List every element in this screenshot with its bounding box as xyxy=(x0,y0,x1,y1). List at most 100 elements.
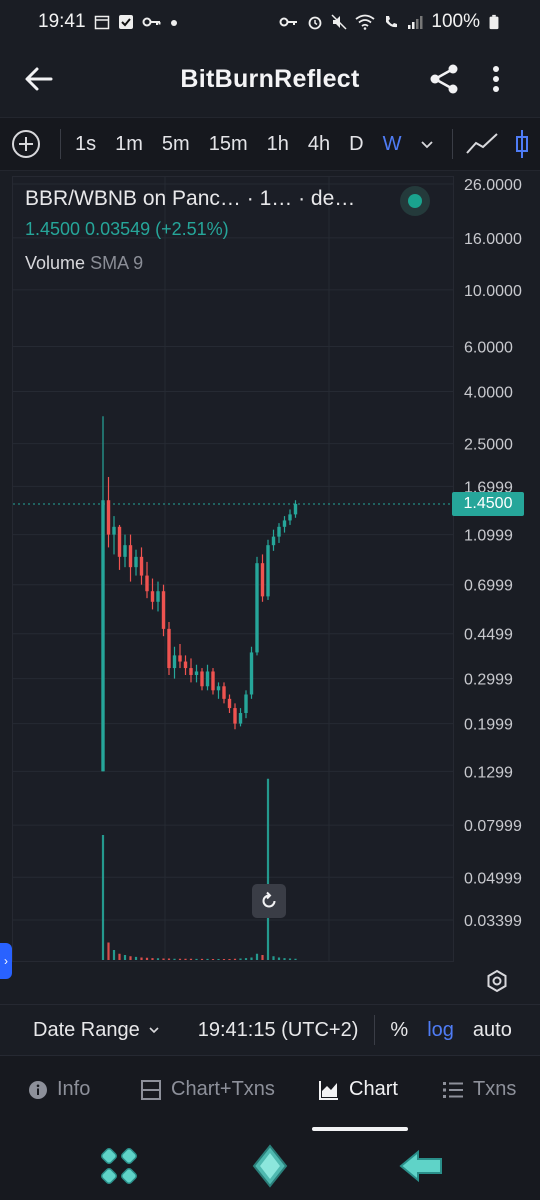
volume-bar xyxy=(151,958,154,960)
notification-dot-icon xyxy=(170,20,177,26)
log-scale-toggle[interactable]: log xyxy=(427,1018,454,1041)
price-tick-label: 2.5000 xyxy=(464,437,513,454)
live-status-icon xyxy=(400,186,430,216)
timeframe-15m[interactable]: 15m xyxy=(208,132,248,155)
line-chart-type-icon[interactable] xyxy=(465,131,499,157)
timeframe-1s[interactable]: 1s xyxy=(75,132,97,155)
candle-body xyxy=(112,526,116,535)
price-chart[interactable]: 26.0000 16.0000 10.0000 6.0000 4.0000 2.5000 1… xyxy=(0,176,540,962)
nav-active-indicator xyxy=(312,1127,408,1131)
back-arrow-icon[interactable] xyxy=(22,62,56,96)
nav-chart-txns[interactable]: Chart+Txns xyxy=(140,1078,275,1101)
price-tick-label: 0.07999 xyxy=(464,818,522,835)
more-vert-icon[interactable] xyxy=(482,62,510,96)
nav-info[interactable]: Info xyxy=(28,1078,90,1101)
signal-icon xyxy=(408,16,423,29)
volume-bar xyxy=(173,958,176,960)
price-tick-label: 0.04999 xyxy=(464,870,522,887)
volume-bar xyxy=(195,958,198,960)
candle-body xyxy=(211,671,215,691)
back-nav-icon[interactable] xyxy=(398,1144,444,1188)
volume-bar xyxy=(206,958,209,960)
candle-body xyxy=(156,591,160,602)
reset-chart-button[interactable] xyxy=(252,884,286,918)
volume-bar xyxy=(107,942,110,960)
timeframe-w[interactable]: W xyxy=(382,132,402,155)
chart-pane[interactable] xyxy=(12,176,454,962)
recent-apps-icon[interactable] xyxy=(98,1144,140,1188)
candle-body xyxy=(194,671,199,675)
timeframe-4h[interactable]: 4h xyxy=(307,132,331,155)
nav-chart-txns-label: Chart+Txns xyxy=(171,1078,275,1100)
alarm-icon xyxy=(308,16,322,30)
candle-body xyxy=(139,556,144,576)
info-icon xyxy=(29,1080,47,1099)
candle-body xyxy=(123,545,127,557)
timezone-clock[interactable]: 19:41:15 (UTC+2) xyxy=(197,1018,359,1041)
settings-icon[interactable] xyxy=(484,968,510,994)
volume-bar xyxy=(129,956,132,960)
candle-chart-type-icon[interactable] xyxy=(515,129,529,159)
nav-chart-label: Chart xyxy=(349,1078,398,1100)
candle-body xyxy=(266,545,270,597)
chart-toolbar: 1s 1m 5m 15m 1h 4h D W xyxy=(0,117,540,171)
volume-bar xyxy=(283,958,286,960)
volume-bar xyxy=(101,835,105,960)
volume-bar xyxy=(156,958,160,960)
volume-bar xyxy=(178,958,182,960)
candle-body xyxy=(277,526,281,537)
volume-bar xyxy=(118,953,121,960)
price-tick-label: 16.0000 xyxy=(464,231,522,248)
candle-body xyxy=(216,686,221,691)
price-axis[interactable] xyxy=(454,176,540,962)
candle-body xyxy=(101,500,105,772)
volume-bar xyxy=(233,958,237,960)
price-tick-label: 0.1999 xyxy=(464,717,513,734)
candle-body xyxy=(172,655,177,669)
candle-body xyxy=(117,526,122,557)
price-tick-label: 1.0999 xyxy=(464,528,513,545)
timeframe-1h[interactable]: 1h xyxy=(266,132,289,155)
timeframe-1m[interactable]: 1m xyxy=(115,132,143,155)
add-indicator-icon[interactable] xyxy=(12,130,40,158)
timeframe-d[interactable]: D xyxy=(349,132,364,155)
volume-bar xyxy=(200,958,204,960)
candle-body xyxy=(233,708,237,724)
chart-controls: Date Range 19:41:15 (UTC+2) % log auto xyxy=(0,1004,540,1056)
candle-body xyxy=(183,661,188,669)
nav-txns[interactable]: Txns xyxy=(442,1078,516,1101)
sma-label: SMA 9 xyxy=(90,253,144,273)
auto-scale-toggle[interactable]: auto xyxy=(472,1018,512,1041)
price-tick-label: 0.6999 xyxy=(464,578,513,595)
candle-body xyxy=(260,563,265,597)
home-icon[interactable] xyxy=(249,1144,291,1188)
status-time: 19:41 xyxy=(38,11,86,32)
price-tick-label: 0.4499 xyxy=(464,627,513,644)
candle-body xyxy=(222,686,226,699)
date-range-select[interactable]: Date Range xyxy=(33,1019,160,1042)
volume-legend[interactable]: Volume SMA 9 xyxy=(25,253,143,274)
chevron-down-icon[interactable] xyxy=(420,137,434,151)
toolbar-divider xyxy=(60,129,61,159)
nav-chart[interactable]: Chart xyxy=(318,1078,398,1101)
volume-label: Volume xyxy=(25,253,86,273)
volume-bar xyxy=(228,959,231,960)
candle-body xyxy=(271,536,276,546)
price-tick-label: 0.03399 xyxy=(464,913,522,930)
pair-label[interactable]: BBR/WBNB on Panc… · 1… · de… xyxy=(25,187,356,210)
area-chart-icon xyxy=(319,1080,338,1100)
volume-bar xyxy=(244,958,248,960)
chevron-down-icon xyxy=(149,1027,159,1034)
battery-icon xyxy=(489,14,499,30)
share-icon[interactable] xyxy=(428,62,460,96)
timeframe-5m[interactable]: 5m xyxy=(161,132,190,155)
volume-bar xyxy=(123,955,127,960)
candle-body xyxy=(189,668,193,675)
volume-bar xyxy=(272,956,275,960)
volume-bar xyxy=(261,955,264,960)
percent-scale-toggle[interactable]: % xyxy=(390,1018,409,1041)
side-panel-toggle[interactable]: › xyxy=(0,943,12,979)
candle-body xyxy=(249,652,254,695)
volume-bar xyxy=(255,953,259,960)
key-icon xyxy=(142,17,161,27)
